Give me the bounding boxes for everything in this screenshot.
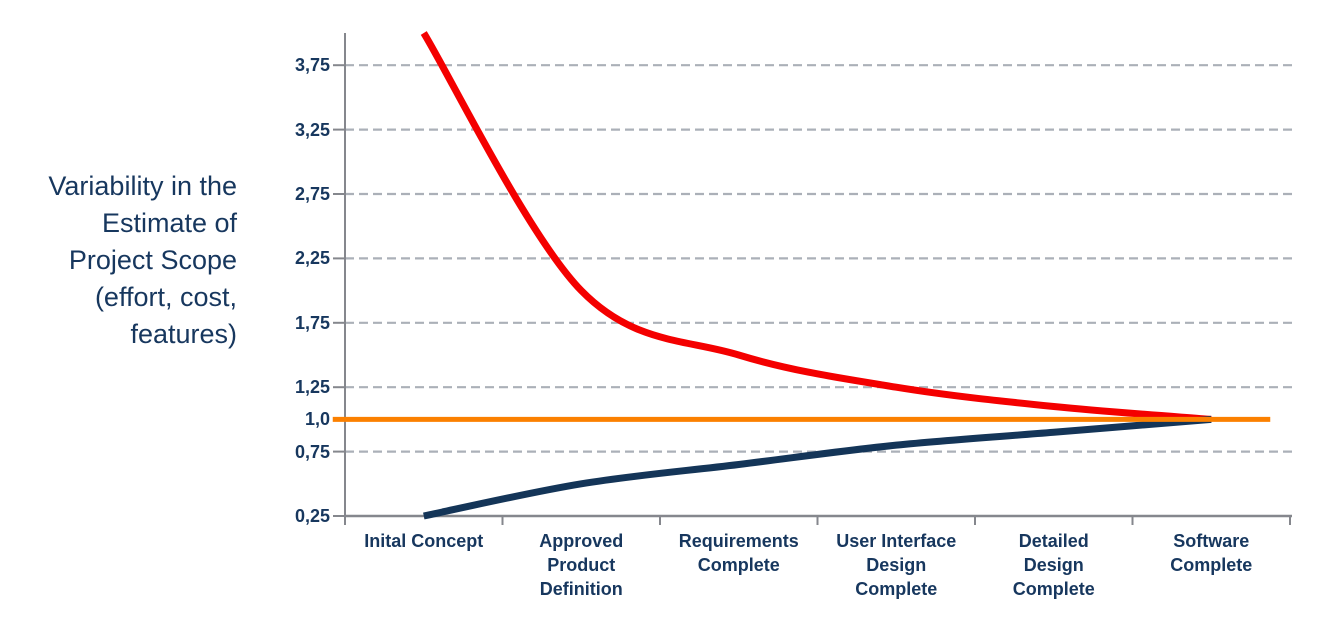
x-category-label-line: Complete <box>1170 555 1253 575</box>
y-tick-label: 0,25 <box>294 506 330 526</box>
y-axis-title-line-4: (effort, cost, <box>94 282 237 312</box>
x-category-label: Inital Concept <box>334 529 514 553</box>
x-category-label-line: Software <box>1173 531 1250 551</box>
x-category-label-line: Complete <box>697 555 780 575</box>
lower-estimate-multiplier-line <box>423 415 1212 520</box>
x-category-label-line: Definition <box>539 579 623 599</box>
x-category-label-line: Complete <box>855 579 938 599</box>
x-category-label-line: Product <box>547 555 616 575</box>
y-tick-label: 3,25 <box>294 119 330 140</box>
x-category-label-line: Approved <box>539 531 624 551</box>
x-category-label: Software Complete <box>1121 529 1301 577</box>
x-category-label-line: User Interface <box>836 531 957 551</box>
y-axis-title-line-1: Variability in the <box>48 171 237 201</box>
y-axis-title-line-2: Estimate of <box>101 208 237 238</box>
y-tick-label: 2,25 <box>294 248 330 269</box>
y-tick-label: 1,0 <box>304 409 330 430</box>
y-tick-label: 0,75 <box>294 441 330 462</box>
plot-area <box>332 31 1292 525</box>
x-category-label: User Interface Design Complete <box>806 529 986 601</box>
x-category-label: Approved Product Definition <box>491 529 671 601</box>
y-axis-title-line-5: features) <box>130 319 237 349</box>
x-category-label-line: Inital Concept <box>364 531 484 551</box>
y-axis-title-line-3: Project Scope <box>68 245 237 275</box>
y-tick-label: 1,75 <box>294 312 330 333</box>
x-category-label-line: Requirements <box>678 531 799 551</box>
x-category-label-line: Complete <box>1012 579 1095 599</box>
y-axis-title: Variability in the Estimate of Project S… <box>0 168 237 353</box>
y-tick-label: 2,75 <box>294 184 330 204</box>
upper-estimate-multiplier-line <box>420 31 1212 423</box>
x-category-label-line: Design <box>866 555 927 575</box>
y-tick-label: 3,75 <box>294 55 330 76</box>
x-category-label-line: Design <box>1023 555 1084 575</box>
x-category-label-line: Detailed <box>1018 531 1089 551</box>
x-category-label: Requirements Complete <box>649 529 829 577</box>
x-category-label: Detailed Design Complete <box>964 529 1144 601</box>
y-tick-label: 1,25 <box>294 377 330 398</box>
